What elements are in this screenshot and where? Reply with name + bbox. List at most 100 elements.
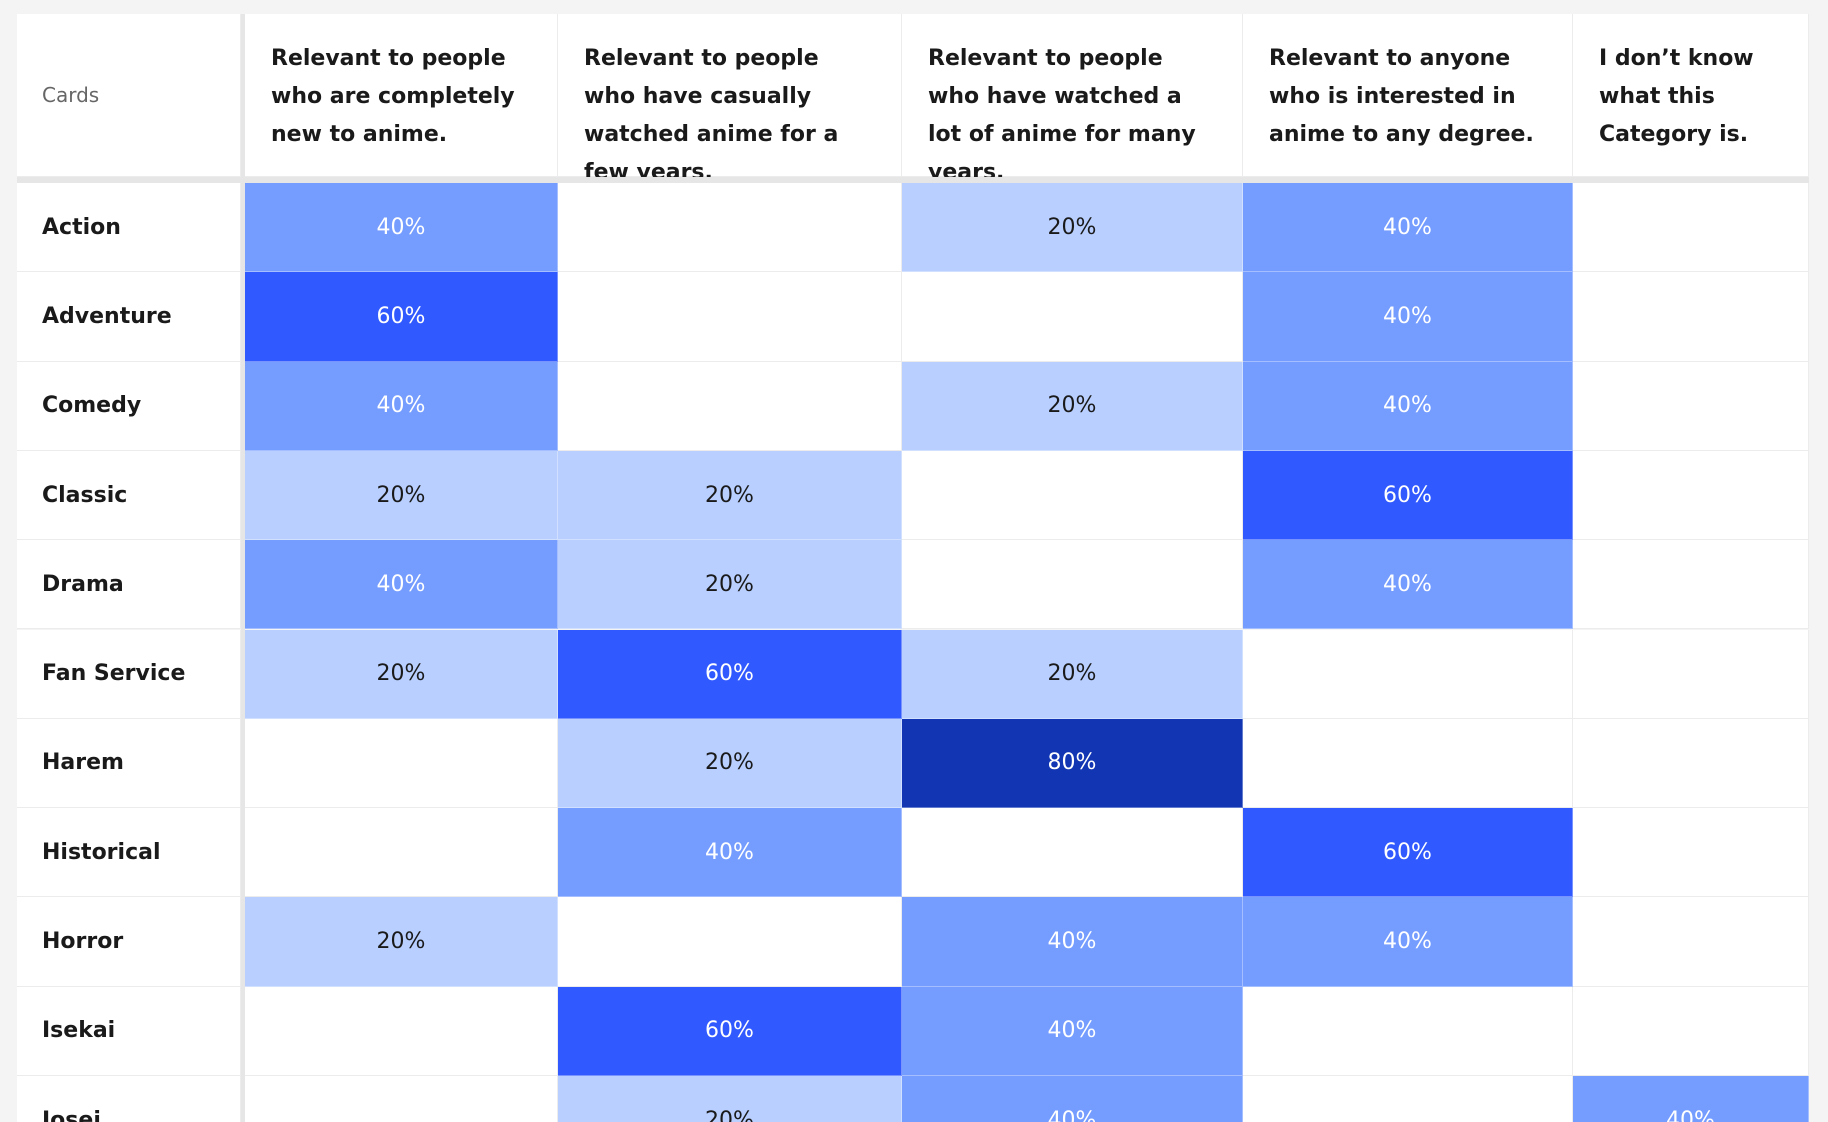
cell-value: 20% bbox=[1047, 393, 1097, 419]
heat-cell: 60% bbox=[1243, 808, 1573, 898]
corner-header: Cards bbox=[17, 14, 241, 177]
cell-value: 60% bbox=[705, 1018, 754, 1044]
cell-value: 40% bbox=[1383, 303, 1432, 329]
heat-cell: 40% bbox=[902, 897, 1243, 987]
heat-cell: 20% bbox=[902, 183, 1243, 273]
row-label: Isekai bbox=[17, 986, 241, 1076]
heat-cell: 40% bbox=[245, 361, 558, 451]
empty-cell bbox=[1573, 272, 1809, 362]
heat-cell: 20% bbox=[558, 1076, 902, 1122]
heat-cell: 20% bbox=[245, 629, 558, 719]
cell-value: 20% bbox=[376, 661, 426, 687]
header-separator bbox=[17, 177, 1809, 183]
row-label: Classic bbox=[17, 450, 241, 541]
heat-cell: 60% bbox=[558, 629, 902, 719]
empty-cell bbox=[1573, 450, 1809, 541]
empty-cell bbox=[558, 183, 902, 273]
heat-cell: 20% bbox=[558, 540, 902, 630]
row-label: Horror bbox=[17, 897, 241, 987]
empty-cell bbox=[1573, 897, 1809, 987]
cell-value: 40% bbox=[1047, 1018, 1097, 1044]
empty-cell bbox=[1243, 986, 1573, 1076]
heat-cell: 40% bbox=[1243, 897, 1573, 987]
cell-value: 20% bbox=[705, 482, 754, 508]
empty-cell bbox=[1573, 629, 1809, 719]
row-label: Josei bbox=[17, 1076, 241, 1122]
cell-value: 20% bbox=[1047, 214, 1097, 240]
cell-value: 20% bbox=[376, 929, 426, 955]
empty-cell bbox=[245, 1076, 558, 1122]
cell-value: 20% bbox=[1047, 661, 1097, 687]
heat-cell: 60% bbox=[558, 986, 902, 1076]
cell-value: 60% bbox=[705, 661, 754, 687]
heat-cell: 40% bbox=[1573, 1076, 1809, 1122]
column-header: Relevant to people who have watched a lo… bbox=[902, 14, 1243, 185]
cell-value: 40% bbox=[1383, 214, 1432, 240]
heat-cell: 20% bbox=[902, 361, 1243, 451]
cell-value: 40% bbox=[705, 839, 754, 865]
row-label: Adventure bbox=[17, 272, 241, 362]
empty-cell bbox=[245, 986, 558, 1076]
heat-cell: 40% bbox=[1243, 183, 1573, 273]
empty-cell bbox=[558, 361, 902, 451]
cell-value: 80% bbox=[1047, 750, 1097, 776]
cell-value: 40% bbox=[1047, 929, 1097, 955]
cell-value: 40% bbox=[1666, 1107, 1715, 1122]
empty-cell bbox=[1573, 986, 1809, 1076]
empty-cell bbox=[1573, 361, 1809, 451]
empty-cell bbox=[902, 808, 1243, 898]
empty-cell bbox=[1243, 1076, 1573, 1122]
empty-cell bbox=[558, 897, 902, 987]
heat-cell: 60% bbox=[245, 272, 558, 362]
heat-cell: 20% bbox=[245, 450, 558, 541]
empty-cell bbox=[902, 272, 1243, 362]
cell-value: 40% bbox=[376, 393, 426, 419]
cell-value: 20% bbox=[705, 750, 754, 776]
empty-cell bbox=[1243, 718, 1573, 809]
cell-value: 20% bbox=[705, 571, 754, 597]
heat-cell: 20% bbox=[558, 450, 902, 541]
cell-value: 20% bbox=[705, 1107, 754, 1122]
empty-cell bbox=[1573, 808, 1809, 898]
heat-cell: 40% bbox=[902, 1076, 1243, 1122]
row-label: Fan Service bbox=[17, 629, 241, 719]
row-label: Drama bbox=[17, 540, 241, 630]
cell-value: 60% bbox=[376, 303, 426, 329]
heat-cell: 60% bbox=[1243, 450, 1573, 541]
heat-cell: 40% bbox=[1243, 361, 1573, 451]
cell-value: 20% bbox=[376, 482, 426, 508]
column-header: Relevant to anyone who is interested in … bbox=[1243, 14, 1573, 177]
heat-cell: 40% bbox=[245, 183, 558, 273]
empty-cell bbox=[245, 718, 558, 809]
heat-cell: 20% bbox=[902, 629, 1243, 719]
row-label: Action bbox=[17, 183, 241, 273]
heat-cell: 40% bbox=[558, 808, 902, 898]
row-label: Comedy bbox=[17, 361, 241, 451]
cell-value: 40% bbox=[376, 571, 426, 597]
empty-cell bbox=[1573, 718, 1809, 809]
cell-value: 60% bbox=[1383, 482, 1432, 508]
empty-cell bbox=[558, 272, 902, 362]
cell-value: 40% bbox=[1047, 1107, 1097, 1122]
empty-cell bbox=[902, 450, 1243, 541]
empty-cell bbox=[1573, 540, 1809, 630]
heat-cell: 40% bbox=[1243, 272, 1573, 362]
heat-cell: 40% bbox=[1243, 540, 1573, 630]
empty-cell bbox=[1573, 183, 1809, 273]
heat-cell: 20% bbox=[558, 718, 902, 809]
row-label: Harem bbox=[17, 718, 241, 809]
empty-cell bbox=[1243, 629, 1573, 719]
cell-value: 40% bbox=[1383, 393, 1432, 419]
heat-cell: 40% bbox=[902, 986, 1243, 1076]
column-header: Relevant to people who are completely ne… bbox=[245, 14, 558, 177]
column-header: Relevant to people who have casually wat… bbox=[558, 14, 902, 185]
column-separator bbox=[241, 14, 245, 1122]
empty-cell bbox=[245, 808, 558, 898]
cell-value: 40% bbox=[376, 214, 426, 240]
heat-cell: 20% bbox=[245, 897, 558, 987]
cell-value: 60% bbox=[1383, 839, 1432, 865]
cell-value: 40% bbox=[1383, 929, 1432, 955]
cell-value: 40% bbox=[1383, 571, 1432, 597]
row-label: Historical bbox=[17, 808, 241, 898]
